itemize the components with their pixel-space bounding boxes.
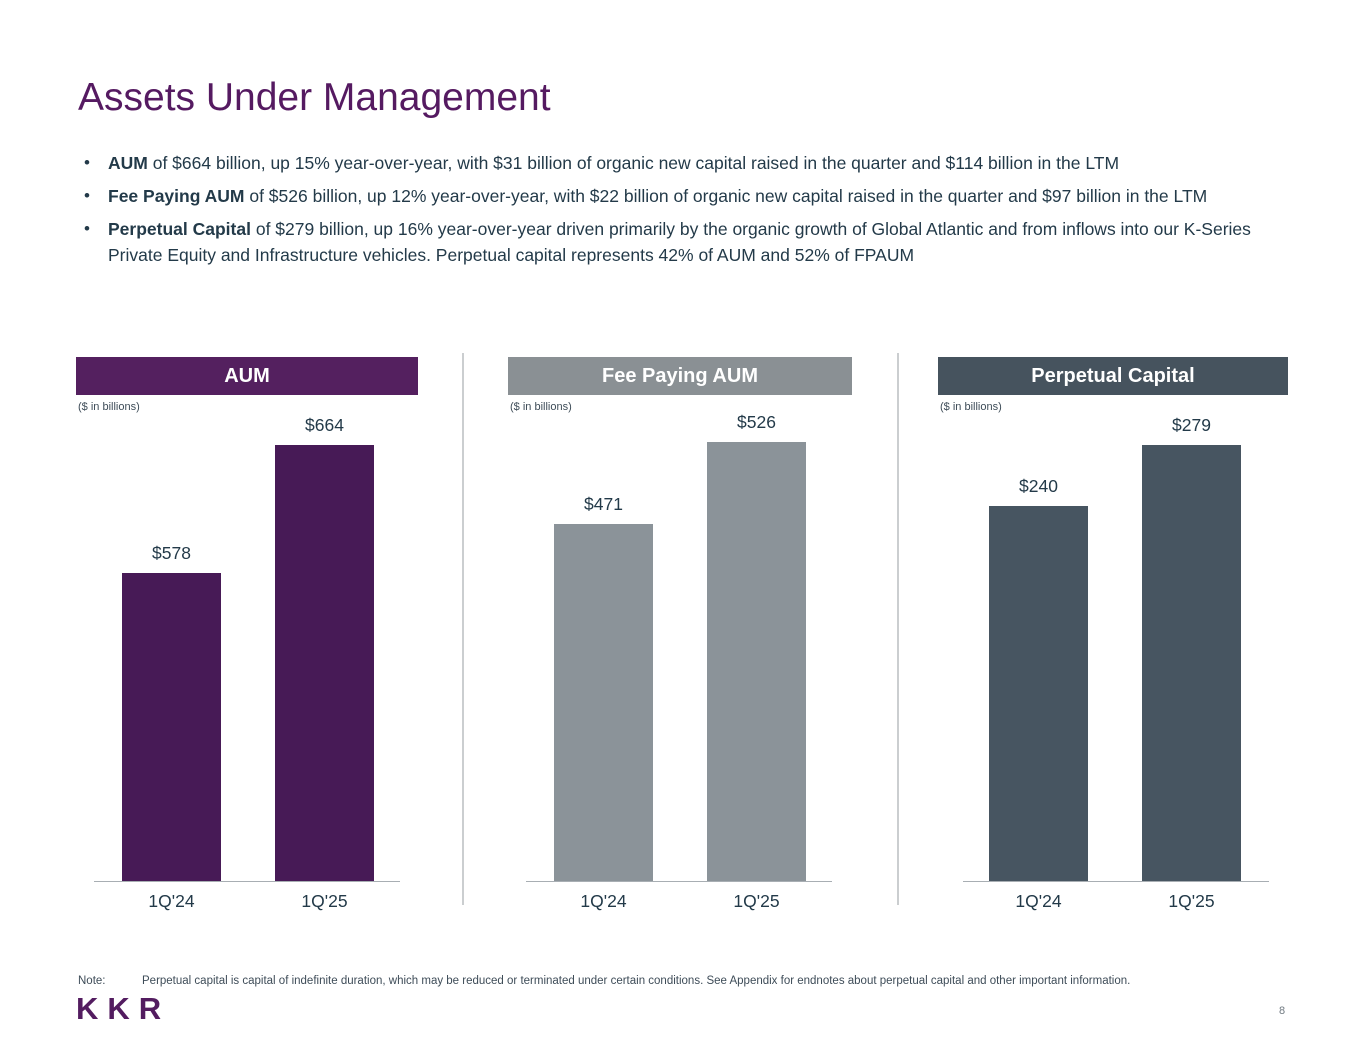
bullet-fee-paying-aum-lead: Fee Paying AUM	[108, 186, 245, 206]
x-tick-label: 1Q'25	[1168, 891, 1215, 911]
footnote-label: Note:	[78, 975, 106, 987]
chart-header: AUM	[76, 357, 418, 395]
bar-slot: $279	[1142, 357, 1241, 881]
bar-slot: $240	[989, 357, 1088, 881]
bullet-aum: AUM of $664 billion, up 15% year-over-ye…	[82, 150, 1262, 176]
x-axis-line	[94, 881, 400, 882]
bar-1q24	[989, 506, 1088, 881]
bar-value-label: $578	[152, 542, 191, 563]
chart-units-label: ($ in billions)	[940, 401, 1002, 413]
page-title: Assets Under Management	[78, 76, 551, 119]
plot-area: $578 $664	[76, 357, 418, 881]
chart-title: Fee Paying AUM	[602, 365, 758, 387]
chart-perpetual-capital: Perpetual Capital ($ in billions) $240 $…	[938, 357, 1288, 957]
bar-1q24	[554, 523, 653, 881]
plot-area: $471 $526	[508, 357, 852, 881]
kkr-logo: KKR	[76, 991, 171, 1026]
x-tick-label: 1Q'24	[580, 891, 627, 911]
bullet-fee-paying-aum-text: of $526 billion, up 12% year-over-year, …	[244, 186, 1208, 206]
x-tick-label: 1Q'24	[148, 891, 195, 911]
chart-title: AUM	[224, 365, 270, 387]
x-tick-label: 1Q'24	[1015, 891, 1062, 911]
bar-value-label: $240	[1019, 476, 1058, 497]
chart-title: Perpetual Capital	[1031, 365, 1195, 387]
chart-header: Fee Paying AUM	[508, 357, 852, 395]
bullet-perpetual-capital: Perpetual Capital of $279 billion, up 16…	[82, 216, 1262, 268]
summary-bullet-list: AUM of $664 billion, up 15% year-over-ye…	[82, 150, 1262, 275]
bar-1q25	[1142, 445, 1241, 881]
chart-divider-line	[897, 353, 899, 905]
bar-value-label: $471	[584, 493, 623, 514]
bullet-fee-paying-aum: Fee Paying AUM of $526 billion, up 12% y…	[82, 183, 1262, 209]
bar-1q25	[707, 441, 806, 881]
bar-1q25	[275, 444, 374, 881]
x-tick-label: 1Q'25	[301, 891, 348, 911]
chart-divider-line	[462, 353, 464, 905]
bar-value-label: $664	[305, 414, 344, 435]
x-axis-line	[526, 881, 832, 882]
chart-aum: AUM ($ in billions) $578 $664 1Q'24 1Q'2…	[76, 357, 418, 957]
bar-1q24	[122, 572, 221, 881]
footnote-text: Perpetual capital is capital of indefini…	[142, 975, 1131, 987]
chart-units-label: ($ in billions)	[510, 401, 572, 413]
bar-value-label: $279	[1172, 415, 1211, 436]
plot-area: $240 $279	[938, 357, 1288, 881]
bullet-aum-text: of $664 billion, up 15% year-over-year, …	[147, 153, 1120, 173]
footnote: Note: Perpetual capital is capital of ind…	[78, 975, 1278, 987]
chart-header: Perpetual Capital	[938, 357, 1288, 395]
page-number: 8	[1278, 1005, 1286, 1017]
bar-slot: $578	[122, 357, 221, 881]
x-axis-line	[963, 881, 1269, 882]
chart-fee-paying-aum: Fee Paying AUM ($ in billions) $471 $526…	[508, 357, 852, 957]
bar-slot: $526	[707, 357, 806, 881]
bullet-perpetual-capital-lead: Perpetual Capital	[108, 219, 251, 239]
bullet-perpetual-capital-text: of $279 billion, up 16% year-over-year d…	[108, 219, 1251, 265]
bullet-aum-lead: AUM	[108, 153, 148, 173]
bar-slot: $471	[554, 357, 653, 881]
chart-units-label: ($ in billions)	[78, 401, 140, 413]
bar-value-label: $526	[737, 411, 776, 432]
bar-slot: $664	[275, 357, 374, 881]
x-tick-label: 1Q'25	[733, 891, 780, 911]
